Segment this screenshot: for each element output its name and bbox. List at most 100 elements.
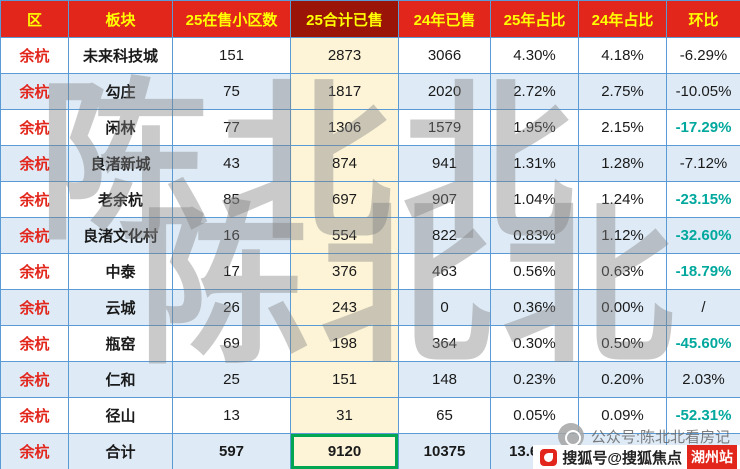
- cell-2024-sold: 364: [398, 325, 491, 362]
- cell-mom-change: -32.60%: [666, 217, 740, 254]
- cell-2025-share: 2.72%: [490, 73, 579, 110]
- table-row: 余杭 未来科技城 151 2873 3066 4.30% 4.18% -6.29…: [0, 37, 740, 74]
- cell-mom-change: -18.79%: [666, 253, 740, 290]
- cell-2024-share: 0.50%: [578, 325, 667, 362]
- cell-2024-sold: 148: [398, 361, 491, 398]
- cell-district: 余杭: [0, 145, 69, 182]
- cell-district: 余杭: [0, 361, 69, 398]
- cell-2024-share: 2.75%: [578, 73, 667, 110]
- cell-2024-share: 0.63%: [578, 253, 667, 290]
- cell-on-sale-count: 26: [172, 289, 291, 326]
- cell-2025-share: 0.56%: [490, 253, 579, 290]
- cell-district: 余杭: [0, 217, 69, 254]
- table-row: 余杭 瓶窑 69 198 364 0.30% 0.50% -45.60%: [0, 325, 740, 362]
- header-on-sale-count: 25在售小区数: [172, 0, 291, 38]
- table-body: 余杭 未来科技城 151 2873 3066 4.30% 4.18% -6.29…: [0, 37, 740, 469]
- cell-2024-share: 2.15%: [578, 109, 667, 146]
- cell-mom-change: -52.31%: [666, 397, 740, 434]
- header-row: 区 板块 25在售小区数 25合计已售 24年已售 25年占比 24年占比 环比: [0, 0, 740, 38]
- sohu-text: 搜狐号@搜狐焦点: [562, 449, 682, 467]
- cell-district: 余杭: [0, 109, 69, 146]
- cell-sector: 良渚新城: [68, 145, 173, 182]
- cell-on-sale-count: 13: [172, 397, 291, 434]
- cell-2024-sold: 0: [398, 289, 491, 326]
- cell-2024-sold: 2020: [398, 73, 491, 110]
- sohu-watermark: 搜狐号@搜狐焦点 湖州站: [533, 445, 740, 469]
- cell-2025-total-sold: 31: [290, 397, 399, 434]
- cell-sector: 仁和: [68, 361, 173, 398]
- cell-on-sale-count: 75: [172, 73, 291, 110]
- header-2024-share: 24年占比: [578, 0, 667, 38]
- cell-2024-sold: 1579: [398, 109, 491, 146]
- cell-2025-total-sold: 1817: [290, 73, 399, 110]
- cell-district: 余杭: [0, 181, 69, 218]
- cell-sector: 径山: [68, 397, 173, 434]
- table-row: 余杭 良渚文化村 16 554 822 0.83% 1.12% -32.60%: [0, 217, 740, 254]
- wechat-credit-text: 公众号:陈北北看房记: [590, 428, 730, 446]
- cell-sector: 瓶窑: [68, 325, 173, 362]
- cell-2024-sold: 3066: [398, 37, 491, 74]
- cell-mom-change: -23.15%: [666, 181, 740, 218]
- cell-district: 余杭: [0, 37, 69, 74]
- table-row: 余杭 径山 13 31 65 0.05% 0.09% -52.31%: [0, 397, 740, 434]
- cell-2025-total-sold: 1306: [290, 109, 399, 146]
- sohu-station-badge: 湖州站: [687, 445, 737, 469]
- cell-mom-change: -10.05%: [666, 73, 740, 110]
- cell-2025-total-sold: 9120: [290, 433, 399, 469]
- cell-on-sale-count: 69: [172, 325, 291, 362]
- cell-2024-sold: 822: [398, 217, 491, 254]
- cell-2025-total-sold: 243: [290, 289, 399, 326]
- header-sector: 板块: [68, 0, 173, 38]
- cell-2025-share: 0.36%: [490, 289, 579, 326]
- cell-2025-share: 4.30%: [490, 37, 579, 74]
- cell-district: 余杭: [0, 289, 69, 326]
- table-row: 余杭 闲林 77 1306 1579 1.95% 2.15% -17.29%: [0, 109, 740, 146]
- cell-2025-total-sold: 2873: [290, 37, 399, 74]
- header-district: 区: [0, 0, 69, 38]
- cell-mom-change: -7.12%: [666, 145, 740, 182]
- cell-2024-sold: 65: [398, 397, 491, 434]
- table-row: 余杭 中泰 17 376 463 0.56% 0.63% -18.79%: [0, 253, 740, 290]
- cell-2025-total-sold: 697: [290, 181, 399, 218]
- cell-sector: 云城: [68, 289, 173, 326]
- table-row: 余杭 老余杭 85 697 907 1.04% 1.24% -23.15%: [0, 181, 740, 218]
- cell-mom-change: /: [666, 289, 740, 326]
- cell-2025-total-sold: 554: [290, 217, 399, 254]
- cell-on-sale-count: 17: [172, 253, 291, 290]
- cell-2024-share: 1.24%: [578, 181, 667, 218]
- cell-sector: 良渚文化村: [68, 217, 173, 254]
- cell-district: 余杭: [0, 73, 69, 110]
- cell-on-sale-count: 25: [172, 361, 291, 398]
- cell-2025-total-sold: 874: [290, 145, 399, 182]
- cell-2025-share: 0.23%: [490, 361, 579, 398]
- cell-district: 余杭: [0, 433, 69, 469]
- cell-mom-change: -45.60%: [666, 325, 740, 362]
- table-row: 余杭 仁和 25 151 148 0.23% 0.20% 2.03%: [0, 361, 740, 398]
- cell-2024-sold: 463: [398, 253, 491, 290]
- table-row: 余杭 良渚新城 43 874 941 1.31% 1.28% -7.12%: [0, 145, 740, 182]
- cell-sector: 闲林: [68, 109, 173, 146]
- cell-sector: 老余杭: [68, 181, 173, 218]
- cell-mom-change: -17.29%: [666, 109, 740, 146]
- cell-2025-total-sold: 151: [290, 361, 399, 398]
- cell-2025-share: 0.83%: [490, 217, 579, 254]
- header-2024-sold: 24年已售: [398, 0, 491, 38]
- cell-2024-share: 4.18%: [578, 37, 667, 74]
- header-mom: 环比: [666, 0, 740, 38]
- cell-2025-share: 0.30%: [490, 325, 579, 362]
- cell-district: 余杭: [0, 397, 69, 434]
- header-2025-share: 25年占比: [490, 0, 579, 38]
- cell-on-sale-count: 16: [172, 217, 291, 254]
- cell-2024-sold: 941: [398, 145, 491, 182]
- cell-sector: 中泰: [68, 253, 173, 290]
- cell-on-sale-count: 43: [172, 145, 291, 182]
- cell-district: 余杭: [0, 253, 69, 290]
- cell-sector: 合计: [68, 433, 173, 469]
- cell-on-sale-count: 597: [172, 433, 291, 469]
- cell-2025-share: 1.31%: [490, 145, 579, 182]
- cell-2024-share: 1.12%: [578, 217, 667, 254]
- cell-sector: 未来科技城: [68, 37, 173, 74]
- cell-on-sale-count: 151: [172, 37, 291, 74]
- wechat-credit: 公众号:陈北北看房记: [557, 423, 730, 449]
